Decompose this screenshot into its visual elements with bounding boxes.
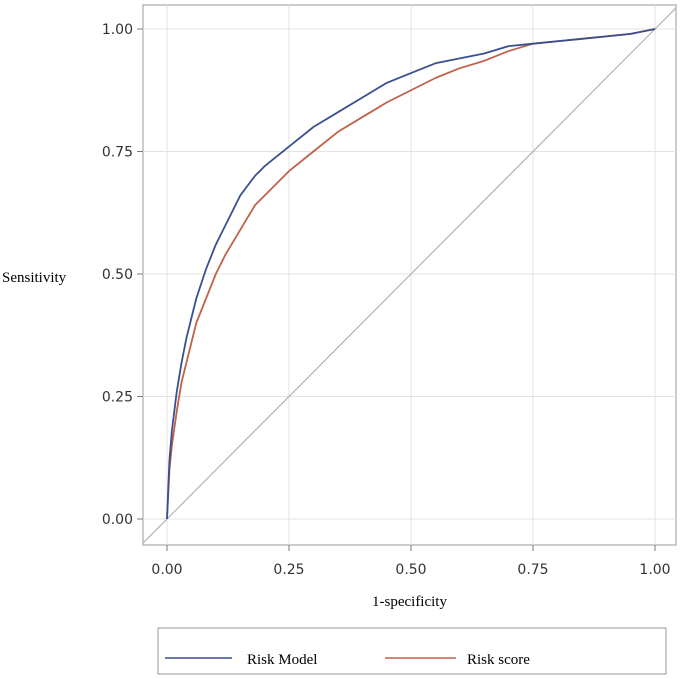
x-tick-label: 0.50 bbox=[395, 562, 426, 578]
y-tick-label: 0.00 bbox=[102, 512, 133, 528]
reference-line-group bbox=[142, 7, 677, 544]
series-lines bbox=[166, 28, 656, 520]
y-tick-label: 0.50 bbox=[102, 267, 133, 283]
series-line-risk-model bbox=[166, 28, 656, 520]
x-axis-title: 1-specificity bbox=[372, 594, 447, 610]
y-axis-title: Sensitivity bbox=[2, 270, 67, 286]
y-tick-label: 0.25 bbox=[102, 390, 133, 406]
legend: Risk Model Risk score bbox=[157, 627, 667, 675]
legend-label-risk-score: Risk score bbox=[467, 652, 530, 668]
y-tick-label: 0.75 bbox=[102, 145, 133, 161]
legend-label-risk-model: Risk Model bbox=[247, 652, 317, 668]
x-tick-label: 0.25 bbox=[273, 562, 304, 578]
legend-box bbox=[157, 627, 667, 675]
y-tick-label: 1.00 bbox=[102, 22, 133, 38]
axis-ticks: 0.00 0.25 0.50 0.75 1.00 0.00 0.25 0.50 0.75 1.00 bbox=[102, 22, 671, 578]
x-tick-label: 0.75 bbox=[517, 562, 548, 578]
x-tick-label: 0.00 bbox=[151, 562, 182, 578]
reference-diagonal-line bbox=[142, 7, 677, 544]
gridlines bbox=[143, 5, 676, 545]
x-tick-label: 1.00 bbox=[639, 562, 670, 578]
